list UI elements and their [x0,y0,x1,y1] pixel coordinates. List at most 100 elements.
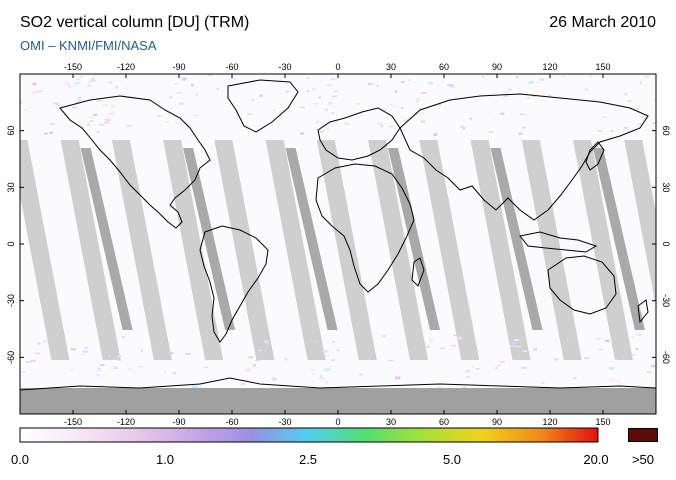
so2-pixel [310,369,315,371]
so2-pixel [68,84,71,88]
so2-pixel [554,358,559,361]
so2-pixel [166,121,170,123]
colorbar-overflow [628,428,658,442]
so2-pixel [597,130,603,132]
tick-label: 120 [542,62,557,72]
swath-overlaps [80,148,645,330]
so2-pixel [518,132,523,135]
so2-pixel [572,376,577,380]
tick-label: -60 [661,351,671,364]
swath-gap [419,140,480,360]
so2-pixel [319,374,323,378]
so2-pixel [505,91,509,93]
so2-pixel [522,126,527,129]
so2-pixel [611,130,614,132]
so2-pixel [319,131,325,133]
swath-gap [214,140,275,360]
tick-label: -90 [172,417,185,427]
so2-pixel [168,352,174,355]
so2-pixel [56,103,61,106]
so2-pixel [259,94,263,97]
so2-pixel [246,113,253,115]
colorbar-label: 0.0 [10,452,30,467]
so2-pixel [108,354,111,357]
so2-pixel [52,102,59,105]
colorbar-label: 5.0 [442,452,462,467]
tick-label: 0 [6,241,16,246]
coastline-japan [585,141,605,171]
swath-overlap [285,148,338,330]
so2-pixel [638,123,641,126]
so2-pixel [117,359,121,361]
so2-pixel [533,347,538,351]
so2-pixel [541,382,545,384]
so2-pixel [85,386,91,389]
so2-pixel [513,339,520,341]
tick-label: 0 [335,417,340,427]
so2-pixel [420,120,426,123]
so2-pixel [95,370,102,373]
so2-pixel [78,75,84,79]
so2-pixel [522,350,527,352]
colorbar-label: 20.0 [583,452,609,467]
tick-label: 150 [595,62,610,72]
so2-pixel [516,346,522,348]
so2-pixel [318,378,325,380]
so2-pixel [488,131,494,134]
swath-overlap [490,148,543,330]
so2-pixel [186,124,192,127]
so2-pixel [650,364,656,368]
so2-pixel [608,379,615,382]
so2-pixel [314,102,318,105]
tick-label: 0 [661,241,671,246]
so2-pixel [324,128,331,131]
so2-pixel [72,85,76,87]
so2-pixel [43,340,46,343]
so2-pixel [635,347,639,351]
so2-pixel [528,81,535,84]
coastline-new-zealand [637,299,649,324]
so2-pixel [204,366,209,369]
swath-gap [470,140,531,360]
so2-pixel [539,78,545,81]
so2-pixel [285,90,290,93]
so2-pixel [192,114,199,117]
so2-pixel [495,367,498,369]
so2-pixel [87,123,91,127]
so2-pixel [382,335,386,338]
so2-pixel [78,96,81,99]
so2-pixel [84,347,88,349]
so2-pixel [96,131,100,134]
so2-pixel [236,115,239,117]
so2-pixel [453,334,457,337]
so2-pixel [584,88,588,90]
so2-pixel [332,95,337,97]
so2-pixel [389,103,393,106]
so2-pixel [257,349,262,352]
so2-pixel [326,84,332,87]
so2-pixel [456,336,462,340]
so2-pixel [30,359,36,363]
so2-pixel [433,133,438,136]
swath-gaps [20,140,656,360]
so2-pixel [639,81,642,85]
so2-pixel [299,106,306,109]
so2-pixel [111,104,115,108]
so2-pixel [376,84,379,88]
colorbar-label: >50 [631,452,655,467]
swath-gap [20,140,70,360]
coastlines [20,79,656,391]
so2-pixel [441,380,445,382]
so2-pixel [65,83,70,85]
so2-pixel [447,84,454,87]
so2-pixel [646,370,652,374]
so2-pixel [109,112,115,116]
so2-pixel [439,347,446,350]
so2-pixel [25,361,31,363]
so2-pixel [96,373,101,377]
swath-gap [316,140,377,360]
so2-pixel [469,117,473,120]
so2-pixel [511,342,516,345]
so2-pixel [300,132,305,135]
so2-pixel [643,75,650,79]
